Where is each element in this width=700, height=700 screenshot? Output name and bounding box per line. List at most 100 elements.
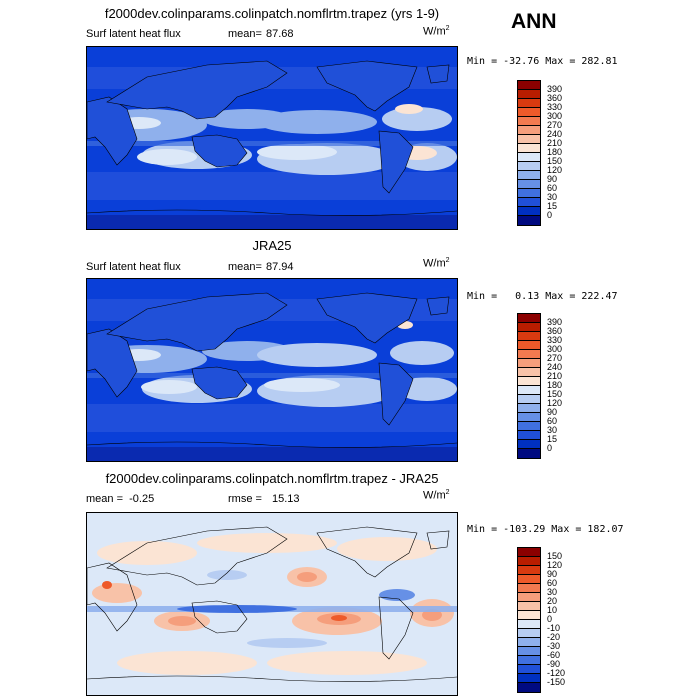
colorbar-tick-label: 60 [547,578,558,588]
colorbar-tick-label: 90 [547,407,558,417]
colorbar-swatch [518,314,540,323]
colorbar-tick-label: -90 [547,659,561,669]
panel-obs-field-label: Surf latent heat flux [86,261,181,273]
panel-diff-colorbar-ticks: 150 120 90 60 30 20 10 0 -10 -20 -30 -60 -90 -120 -150 [547,547,587,691]
colorbar-swatch [518,548,540,557]
colorbar-swatch [518,413,540,422]
panel-diff-rmse-label: rmse = [228,493,262,505]
colorbar-swatch [518,647,540,656]
colorbar-tick-label: -60 [547,650,561,660]
colorbar-tick-label: 30 [547,587,558,597]
colorbar-swatch [518,404,540,413]
colorbar-swatch [518,126,540,135]
colorbar-tick-label: 240 [547,129,563,139]
colorbar-swatch [518,656,540,665]
colorbar-swatch [518,171,540,180]
colorbar-swatch [518,90,540,99]
panel-obs-colorbar [517,313,541,459]
colorbar-swatch [518,422,540,431]
colorbar-swatch [518,117,540,126]
colorbar-swatch [518,620,540,629]
panel-diff-rmse-value: 15.13 [272,493,300,505]
colorbar-swatch [518,584,540,593]
colorbar-tick-label: 150 [547,389,563,399]
panel-diff-mean: mean = -0.25 [86,493,155,505]
colorbar-tick-label: 120 [547,560,563,570]
colorbar-tick-label: 330 [547,102,563,112]
colorbar-swatch [518,216,540,225]
colorbar-swatch [518,162,540,171]
colorbar-swatch [518,557,540,566]
colorbar-swatch [518,440,540,449]
panel-obs-minmax: Min = 0.13 Max = 222.47 [467,291,618,302]
colorbar-tick-label: 20 [547,596,558,606]
colorbar-tick-label: 180 [547,380,563,390]
colorbar-tick-label: 210 [547,371,563,381]
colorbar-tick-label: -120 [547,668,566,678]
colorbar-tick-label: 360 [547,326,563,336]
colorbar-tick-label: 330 [547,335,563,345]
colorbar-tick-label: -20 [547,632,561,642]
colorbar-tick-label: 60 [547,416,558,426]
colorbar-swatch [518,602,540,611]
panel-diff-units: W/m2 [423,489,450,502]
panel-obs-units: W/m2 [423,257,450,270]
colorbar-tick-label: 240 [547,362,563,372]
colorbar-swatch [518,386,540,395]
panel-obs-title: JRA25 [252,238,292,253]
colorbar-swatch [518,99,540,108]
panel-obs-map [86,278,458,462]
panel-model-units: W/m2 [423,25,450,38]
colorbar-tick-label: 0 [547,210,553,220]
colorbar-tick-label: 60 [547,183,558,193]
panel-model-colorbar [517,80,541,226]
colorbar-swatch [518,81,540,90]
colorbar-tick-label: 0 [547,614,553,624]
colorbar-tick-label: 120 [547,398,563,408]
colorbar-swatch [518,332,540,341]
panel-model-map [86,46,458,230]
colorbar-swatch [518,629,540,638]
colorbar-swatch [518,566,540,575]
panel-model-field-label: Surf latent heat flux [86,28,181,40]
colorbar-swatch [518,323,540,332]
colorbar-tick-label: 180 [547,147,563,157]
colorbar-tick-label: 300 [547,111,563,121]
colorbar-swatch [518,377,540,386]
panel-model-mean-label: mean= [228,28,262,40]
colorbar-tick-label: 0 [547,443,553,453]
colorbar-swatch [518,341,540,350]
panel-diff-title: f2000dev.colinparams.colinpatch.nomflrtm… [105,471,439,486]
colorbar-tick-label: -150 [547,677,566,687]
colorbar-tick-label: -10 [547,623,561,633]
colorbar-swatch [518,180,540,189]
panel-model-minmax: Min = -32.76 Max = 282.81 [467,56,618,67]
colorbar-swatch [518,575,540,584]
colorbar-tick-label: 15 [547,201,558,211]
colorbar-tick-label: 210 [547,138,563,148]
colorbar-swatch [518,153,540,162]
colorbar-tick-label: 30 [547,192,558,202]
colorbar-swatch [518,359,540,368]
colorbar-tick-label: 360 [547,93,563,103]
panel-obs-mean-label: mean= [228,261,262,273]
colorbar-tick-label: 390 [547,317,563,327]
colorbar-swatch [518,395,540,404]
colorbar-tick-label: 120 [547,165,563,175]
colorbar-swatch [518,683,540,692]
colorbar-tick-label: 150 [547,551,563,561]
colorbar-swatch [518,638,540,647]
colorbar-swatch [518,207,540,216]
panel-obs-colorbar-ticks: 390 360 330 300 270 240 210 180 150 120 90 60 30 15 0 [547,313,587,457]
colorbar-swatch [518,449,540,458]
colorbar-tick-label: 30 [547,425,558,435]
colorbar-swatch [518,431,540,440]
colorbar-swatch [518,135,540,144]
colorbar-tick-label: 90 [547,174,558,184]
colorbar-swatch [518,189,540,198]
panel-diff-minmax: Min = -103.29 Max = 182.07 [467,524,624,535]
panel-obs-mean-value: 87.94 [266,261,294,273]
colorbar-swatch [518,368,540,377]
colorbar-tick-label: 15 [547,434,558,444]
colorbar-tick-label: 270 [547,353,563,363]
